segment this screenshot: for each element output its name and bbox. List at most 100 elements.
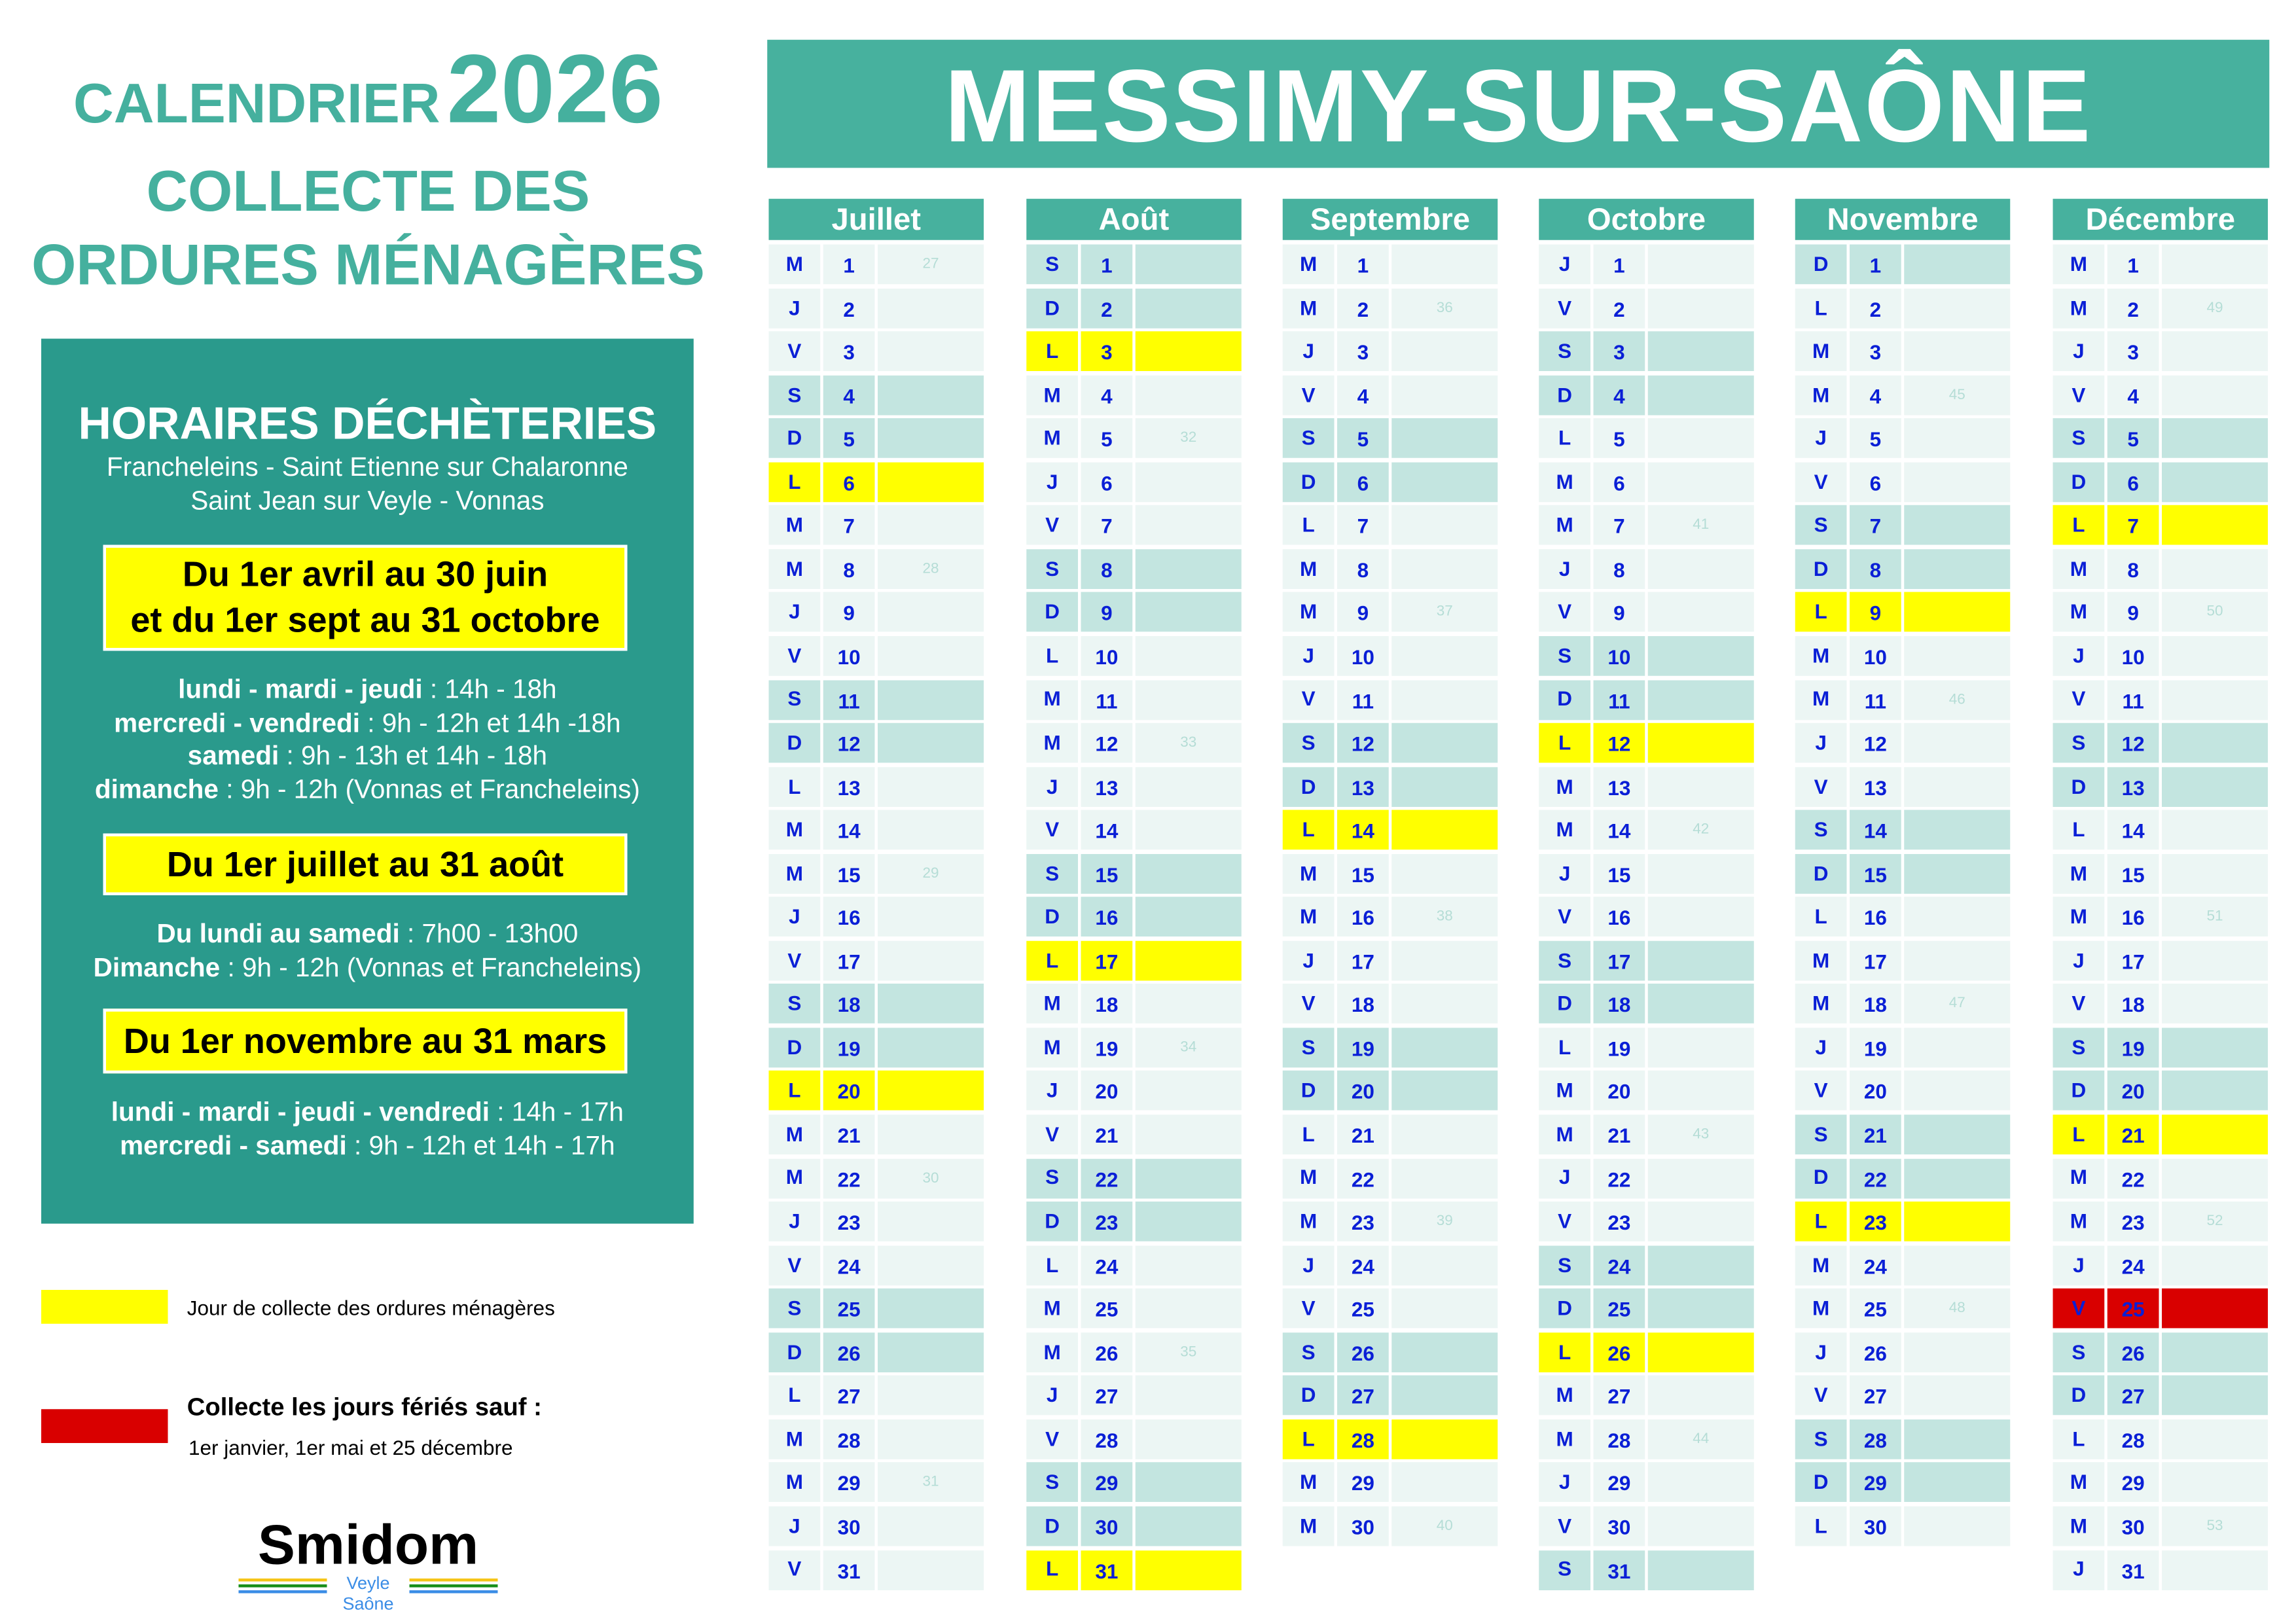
sites-line2: Saint Jean sur Veyle - Vonnas [190,486,545,516]
period-3-hours: lundi - mardi - jeudi - vendredi : 14h -… [41,1096,694,1162]
day-number: 5 [823,418,875,459]
period-3-title: Du 1er novembre au 31 mars [103,1008,628,1074]
weekday-cell [1282,1202,1335,1241]
weekday-cell [1795,1158,1847,1198]
day-row: 8 [1282,548,1498,589]
week-number [2162,1115,2268,1154]
weekday-cell [1026,897,1078,937]
day-row: 25 48 [1795,1289,2011,1329]
weekday-cell [1795,940,1847,981]
day-number: 13 [1593,766,1645,807]
day-number: 3 [823,331,875,372]
day-number: 8 [1850,548,1901,589]
day-number: 12 [1337,722,1389,763]
week-number [1391,1376,1498,1416]
day-number: 11 [2107,679,2159,720]
weekday-cell [1026,592,1078,633]
day-row: 27 [1795,1376,2011,1416]
weekday-cell [1539,1506,1590,1546]
day-number: 21 [2107,1115,2159,1154]
day-number: 17 [1850,940,1901,981]
smidom-logo: Smidom Veyle Saône [238,1517,498,1614]
weekday-cell [2053,1202,2105,1241]
weekday-cell [1026,984,1078,1024]
day-number: 28 [2107,1419,2159,1459]
day-number: 27 [1337,1376,1389,1416]
week-number [878,418,984,459]
day-number: 27 [1593,1376,1645,1416]
week-number [1904,1245,2011,1285]
day-row: 31 [1026,1550,1242,1590]
day-row: 13 [1282,766,1498,807]
day-row: 4 [1026,374,1242,415]
day-row: 12 [768,722,984,763]
weekday-cell [1026,766,1078,807]
weekday-cell [1026,505,1078,546]
week-number [1135,1289,1242,1329]
day-row: 21 [768,1115,984,1154]
week-number [2162,374,2268,415]
weekday-cell [768,1506,821,1546]
day-row: 17 [2053,940,2268,981]
day-number: 23 [823,1202,875,1241]
day-number: 28 [1593,1419,1645,1459]
day-row: 18 [2053,984,2268,1024]
day-row: 23 39 [1282,1202,1498,1241]
day-number: 31 [1081,1550,1133,1590]
weekday-cell [2053,548,2105,589]
weekday-cell [1282,1158,1335,1198]
day-number: 4 [1593,374,1645,415]
day-number: 16 [1337,897,1389,937]
day-number: 17 [823,940,875,981]
week-number [1391,810,1498,850]
week-number [1647,374,1754,415]
day-number: 3 [1593,331,1645,372]
day-row: 21 [2053,1115,2268,1154]
day-row: 7 41 [1539,505,1754,546]
hours-line: Du lundi au samedi : 7h00 - 13h00 [41,918,694,951]
week-number [1135,635,1242,676]
week-number [2162,722,2268,763]
week-number [878,897,984,937]
week-number [2162,418,2268,459]
day-number: 24 [1337,1245,1389,1285]
day-row: 27 [1282,1376,1498,1416]
weekday-cell [1795,1027,1847,1068]
week-number: 35 [1135,1332,1242,1372]
week-number [1647,1027,1754,1068]
day-number: 28 [823,1419,875,1459]
weekday-cell [1539,592,1590,633]
day-row: 17 [1795,940,2011,981]
week-number [1904,287,2011,328]
weekday-cell [1026,679,1078,720]
day-row: 6 [768,461,984,502]
day-number: 29 [1337,1463,1389,1503]
week-number [1647,1550,1754,1590]
day-number: 10 [1337,635,1389,676]
week-number [1135,331,1242,372]
day-row: 24 [768,1245,984,1285]
day-row: 11 [768,679,984,720]
hours-text: lundi - mardi - jeudi - vendredi [111,1097,490,1127]
sites-line1: Francheleins - Saint Etienne sur Chalaro… [106,452,628,482]
week-number [1647,592,1754,633]
week-number: 34 [1135,1027,1242,1068]
day-number: 28 [1337,1419,1389,1459]
day-number: 10 [1081,635,1133,676]
week-number: 32 [1135,418,1242,459]
day-number: 15 [2107,853,2159,894]
weekday-cell [1282,331,1335,372]
day-row: 19 [2053,1027,2268,1068]
day-row: 20 [1026,1071,1242,1111]
weekday-cell [2053,1245,2105,1285]
day-number: 14 [823,810,875,850]
weekday-cell [1539,461,1590,502]
day-row: 14 42 [1539,810,1754,850]
day-number: 29 [823,1463,875,1503]
day-number: 8 [1337,548,1389,589]
day-number: 27 [2107,1376,2159,1416]
day-row: 20 [768,1071,984,1111]
day-row: 31 [1539,1550,1754,1590]
weekday-letters-column: MJVSDLMMJVSDLMMJVSDLMMJVSDLMMJV [785,251,803,1581]
month-3: Septembre 1 2 36 3 4 5 6 7 8 9 37 10 11 12 13 14 15 16 38 17… [1282,198,1498,1613]
